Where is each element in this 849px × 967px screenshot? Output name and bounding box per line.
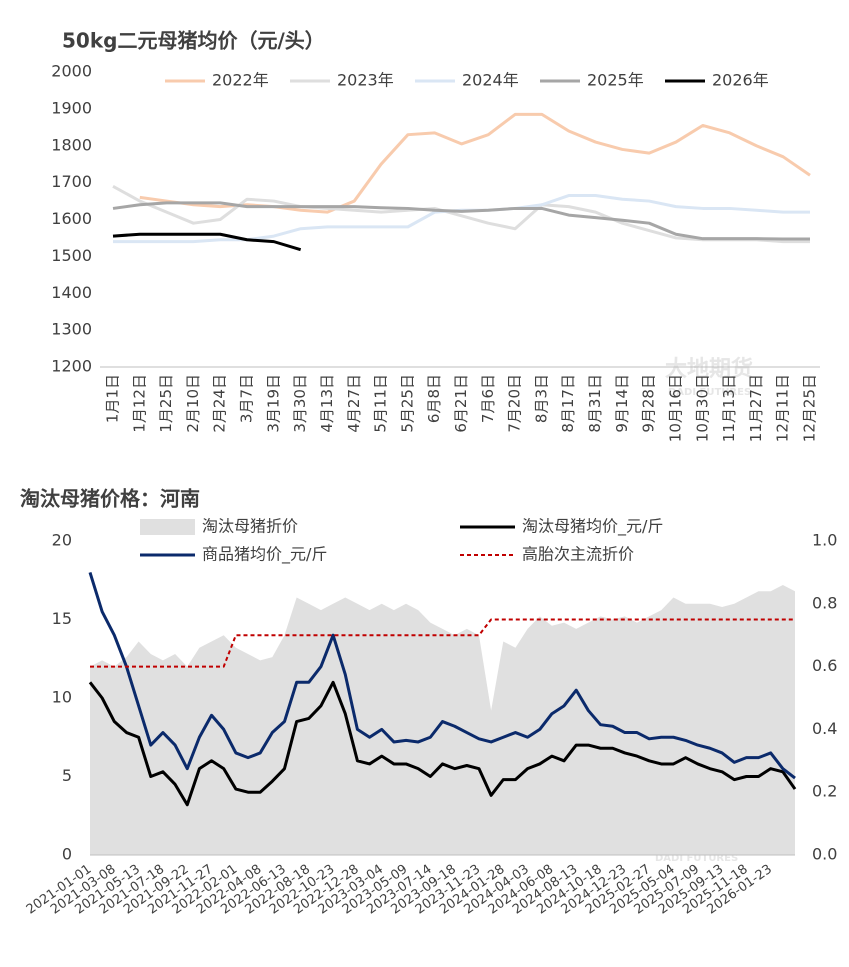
watermark-text: 大地期货 (665, 356, 753, 382)
line (112, 232, 302, 252)
x-tick-label: 4月27日 (345, 374, 363, 433)
legend-label: 2026年 (712, 71, 769, 90)
x-tick-label: 8月3日 (532, 374, 550, 423)
x-tick-label: 6月8日 (425, 374, 443, 423)
chart-title: 淘汰母猪价格：河南 (20, 487, 200, 511)
x-tick-label: 4月13日 (318, 374, 336, 433)
y-tick-label: 1700 (51, 172, 92, 191)
x-tick-label: 1月25日 (157, 374, 175, 433)
chart-title: 50kg二元母猪均价（元/头） (62, 29, 325, 53)
x-tick-label: 7月6日 (479, 374, 497, 423)
y-tick-label: 20 (52, 531, 72, 550)
x-tick-label: 12月11日 (774, 374, 792, 442)
x-tick-label: 10月30日 (693, 374, 711, 442)
y2-tick-label: 0.4 (812, 719, 837, 738)
legend-label: 商品猪均价_元/斤 (202, 545, 327, 565)
y2-tick-label: 0.8 (812, 593, 837, 612)
y2-tick-label: 0.0 (812, 845, 837, 864)
line (139, 112, 811, 214)
x-tick-label: 12月25日 (801, 374, 819, 442)
x-tick-label: 3月30日 (291, 374, 309, 433)
y-tick-label: 0 (62, 845, 72, 864)
x-tick-label: 5月11日 (372, 374, 390, 433)
watermark-text: DADI FUTURES (655, 853, 738, 864)
y-tick-label: 1800 (51, 135, 92, 154)
y-tick-label: 1300 (51, 320, 92, 339)
area (90, 584, 795, 855)
x-tick-label: 6月21日 (452, 374, 470, 433)
x-tick-label: 8月31日 (586, 374, 604, 433)
x-tick-label: 10月16日 (666, 374, 684, 442)
line (88, 571, 796, 780)
y-tick-label: 1600 (51, 209, 92, 228)
y-tick-label: 15 (52, 609, 72, 628)
line (88, 680, 797, 807)
x-tick-label: 8月17日 (559, 374, 577, 433)
legend-label: 淘汰母猪均价_元/斤 (522, 517, 663, 537)
y-tick-label: 1400 (51, 283, 92, 302)
x-tick-label: 2月24日 (211, 374, 229, 433)
x-tick-label: 9月28日 (640, 374, 658, 433)
x-tick-label: 3月7日 (238, 374, 256, 423)
y-tick-label: 10 (52, 688, 72, 707)
y2-tick-label: 1.0 (812, 531, 837, 550)
x-tick-label: 5月25日 (398, 374, 416, 433)
line (112, 201, 810, 241)
y-tick-label: 2000 (51, 62, 92, 81)
x-tick-label: 3月19日 (264, 374, 282, 433)
x-tick-label: 11月27日 (747, 374, 765, 442)
line (112, 184, 810, 244)
y2-tick-label: 0.6 (812, 656, 837, 675)
line (90, 618, 795, 668)
legend-swatch (140, 519, 195, 535)
legend-label: 2022年 (212, 71, 269, 90)
y-tick-label: 5 (62, 766, 72, 785)
y-tick-label: 1500 (51, 246, 92, 265)
x-tick-label: 7月20日 (506, 374, 524, 433)
x-tick-label: 1月1日 (104, 374, 122, 423)
y-tick-label: 1900 (51, 98, 92, 117)
legend-label: 高胎次主流折价 (522, 545, 634, 564)
legend-label: 2023年 (337, 71, 394, 90)
legend-label: 2024年 (462, 71, 519, 90)
x-tick-label: 1月12日 (130, 374, 148, 433)
x-tick-label: 11月13日 (720, 374, 738, 442)
watermark-text: DADI FUTURES (668, 387, 751, 398)
legend-label: 2025年 (587, 71, 644, 90)
y-tick-label: 1200 (51, 357, 92, 376)
x-tick-label: 9月14日 (613, 374, 631, 433)
x-tick-label: 2月10日 (184, 374, 202, 433)
y2-tick-label: 0.2 (812, 782, 837, 801)
legend-label: 淘汰母猪折价 (202, 517, 298, 536)
